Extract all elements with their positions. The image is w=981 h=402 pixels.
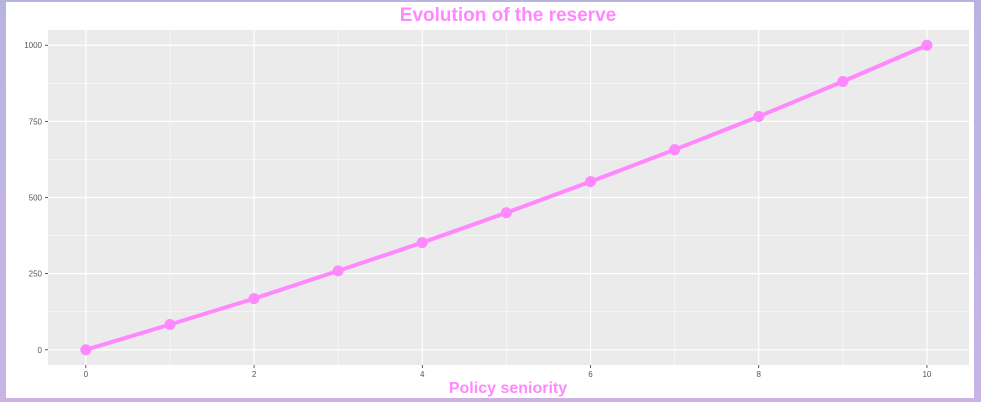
- x-tick-label: 6: [588, 370, 593, 379]
- x-tick-label: 4: [420, 370, 425, 379]
- x-tick-label: 10: [922, 370, 931, 379]
- data-point: [416, 237, 428, 249]
- series-layer: [80, 39, 933, 356]
- data-point: [500, 207, 512, 219]
- data-point: [837, 75, 849, 87]
- data-point: [585, 176, 597, 188]
- data-point: [248, 293, 260, 305]
- y-tick-label: 1000: [24, 41, 42, 50]
- x-tick-label: 0: [84, 370, 89, 379]
- data-point: [669, 144, 681, 156]
- x-axis-label: Policy seniority: [449, 380, 567, 397]
- y-axis: 0 250 500 750 1000: [24, 41, 48, 355]
- x-tick-label: 2: [252, 370, 257, 379]
- data-point: [80, 344, 92, 356]
- y-tick-label: 0: [38, 346, 43, 355]
- x-tick-label: 8: [756, 370, 761, 379]
- data-point: [332, 265, 344, 277]
- data-point: [921, 39, 933, 51]
- x-axis: 0 2 4 6 8 10: [84, 365, 932, 379]
- y-tick-label: 750: [29, 117, 43, 126]
- y-tick-label: 250: [29, 270, 43, 279]
- data-point: [164, 318, 176, 330]
- y-tick-label: 500: [29, 194, 43, 203]
- chart-title: Evolution of the reserve: [400, 5, 616, 26]
- data-point: [753, 110, 765, 122]
- grid-major: [48, 30, 969, 365]
